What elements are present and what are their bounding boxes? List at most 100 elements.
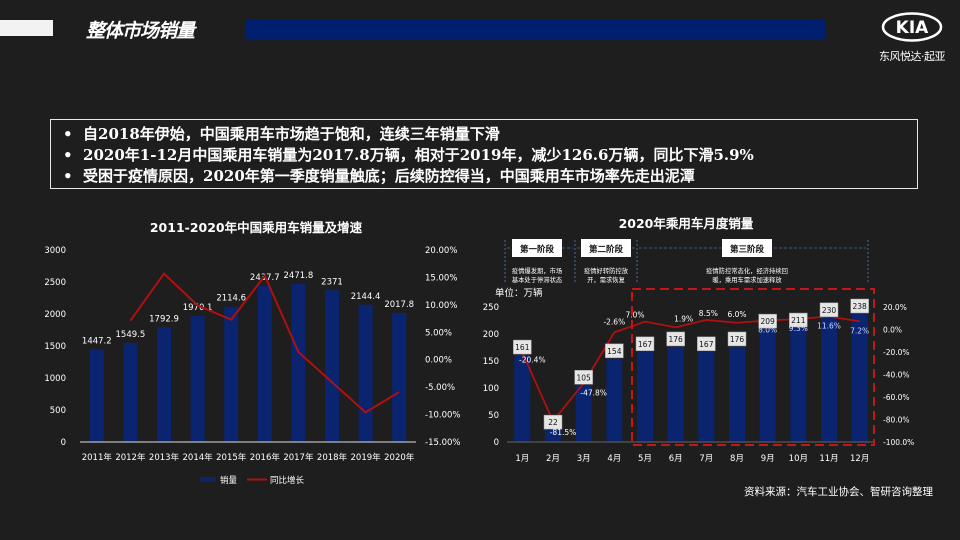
phase-badge	[581, 239, 631, 257]
bar	[790, 328, 807, 442]
phase-label: 第一阶段	[520, 244, 555, 255]
bar	[759, 329, 776, 442]
data-label: 2114.6	[216, 294, 246, 304]
data-label: 2471.8	[284, 271, 314, 281]
phase-description: 疫情爆发期，市场	[512, 266, 562, 275]
y2-tick-label: 0.0%	[883, 326, 902, 335]
x-tick-label: 10月	[789, 454, 808, 464]
chart-title: 2011-2020年中国乘用车销量及增速	[150, 220, 363, 235]
phase3-highlight-box	[631, 288, 875, 446]
x-tick-label: 5月	[638, 454, 652, 464]
data-label: 2144.4	[351, 292, 381, 302]
data-label: 2371	[321, 277, 343, 287]
bar	[729, 346, 745, 442]
bar	[637, 351, 653, 442]
phase-badge	[722, 239, 772, 257]
phase-description: 暖，乘用车需求加速释放	[712, 275, 782, 284]
data-label: 1447.2	[82, 336, 112, 346]
data-label: 167	[699, 340, 714, 349]
y2-tick-label: -20.0%	[883, 348, 910, 357]
x-tick-label: 3月	[577, 454, 591, 464]
bullet-item: • 受困于疫情原因，2020年第一季度销量触底；后续防控得当，中国乘用车市场率先…	[63, 167, 695, 185]
data-label-box	[543, 414, 563, 430]
x-tick-label: 2013年	[149, 452, 180, 463]
x-tick-label: 1月	[515, 454, 529, 464]
x-tick-label: 9月	[761, 454, 775, 464]
bar	[157, 327, 171, 442]
phase-badge	[512, 239, 562, 257]
y-tick-label: 0	[494, 438, 499, 448]
data-label: 176	[669, 335, 684, 344]
legend-label: 同比增长	[270, 475, 305, 486]
data-label-box	[635, 336, 655, 352]
data-label-box	[758, 313, 777, 329]
y2-tick-label: 15.00%	[425, 273, 457, 283]
y2-tick-label: 10.00%	[425, 301, 457, 311]
data-label-box	[513, 339, 532, 355]
x-tick-label: 2011年	[82, 452, 113, 463]
page-title: 整体市场销量	[86, 20, 195, 42]
unit-label: 单位：万辆	[495, 287, 543, 299]
bar	[851, 313, 868, 442]
data-label-box	[697, 336, 716, 352]
y2-tick-label: -10.00%	[425, 411, 460, 421]
y-tick-label: 500	[50, 406, 66, 416]
kia-logo-icon: KIA	[881, 12, 943, 42]
y2-tick-label: 20.00%	[425, 246, 457, 256]
y-tick-label: 3000	[44, 246, 66, 256]
bullet-item: • 自2018年伊始，中国乘用车市场趋于饱和，连续三年销量下滑	[63, 125, 500, 143]
x-tick-label: 2012年	[115, 452, 146, 463]
legend-swatch-sales	[200, 477, 216, 482]
y2-tick-label: -80.0%	[883, 416, 910, 425]
data-label: 1792.9	[149, 314, 179, 324]
data-label: 154	[607, 347, 622, 356]
header-bar	[245, 20, 825, 40]
bar	[545, 430, 561, 442]
bar	[89, 349, 104, 442]
y2-tick-label: -60.0%	[883, 393, 910, 402]
data-label: 167	[638, 340, 653, 349]
bar	[667, 346, 684, 442]
x-tick-label: 2020年	[384, 452, 415, 463]
data-label-box	[605, 343, 624, 359]
data-label: 230	[822, 306, 837, 315]
source-note: 资料来源：汽车工业协会、智研咨询整理	[744, 486, 933, 498]
data-label: 209	[761, 317, 776, 326]
bar	[224, 306, 239, 442]
growth-label: -81.5%	[550, 428, 577, 437]
svg-text:KIA: KIA	[896, 18, 929, 38]
growth-label: 8.5%	[699, 309, 718, 318]
x-tick-label: 2014年	[183, 452, 214, 463]
annual-sales-chart: 2011-2020年中国乘用车销量及增速 0 500 1000 1500 2000 250…	[44, 220, 460, 486]
y2-tick-label: -15.00%	[425, 438, 460, 448]
growth-label: -2.6%	[603, 317, 625, 326]
y2-tick-label: 0.00%	[425, 356, 452, 366]
legend-label: 销量	[220, 475, 238, 486]
data-label: 211	[791, 316, 806, 325]
y2-tick-label: 20.0%	[883, 303, 907, 312]
bar	[821, 317, 837, 442]
y-tick-label: 100	[483, 384, 499, 394]
phase-description: 基本处于停滞状态	[512, 275, 563, 284]
growth-label: 9.3%	[789, 324, 808, 333]
bar	[257, 285, 272, 442]
brand-name: 东风悦达·起亚	[879, 50, 946, 63]
monthly-sales-chart: 2020年乘用车月度销量 单位：万辆 0 50 100 150 200 250 -100.0…	[483, 216, 915, 464]
y2-tick-label: -5.00%	[425, 383, 455, 393]
y-tick-label: 2000	[44, 310, 66, 320]
chart-title: 2020年乘用车月度销量	[619, 216, 754, 231]
bar	[606, 358, 623, 442]
phase-description: 疫情防控常态化，经济持续回	[706, 266, 788, 275]
bar	[358, 304, 373, 442]
data-label: 105	[577, 373, 592, 382]
x-tick-label: 4月	[607, 454, 621, 464]
bar	[190, 315, 205, 442]
data-label: 176	[730, 335, 745, 344]
bar	[325, 290, 339, 442]
data-label-box	[819, 302, 839, 318]
x-tick-label: 2018年	[317, 452, 348, 463]
bullet-item: • 2020年1-12月中国乘用车销量为2017.8万辆，相对于2019年，减少…	[63, 146, 754, 164]
x-tick-label: 2015年	[216, 452, 247, 463]
data-label-box	[574, 370, 593, 385]
growth-label: -47.8%	[580, 388, 607, 397]
